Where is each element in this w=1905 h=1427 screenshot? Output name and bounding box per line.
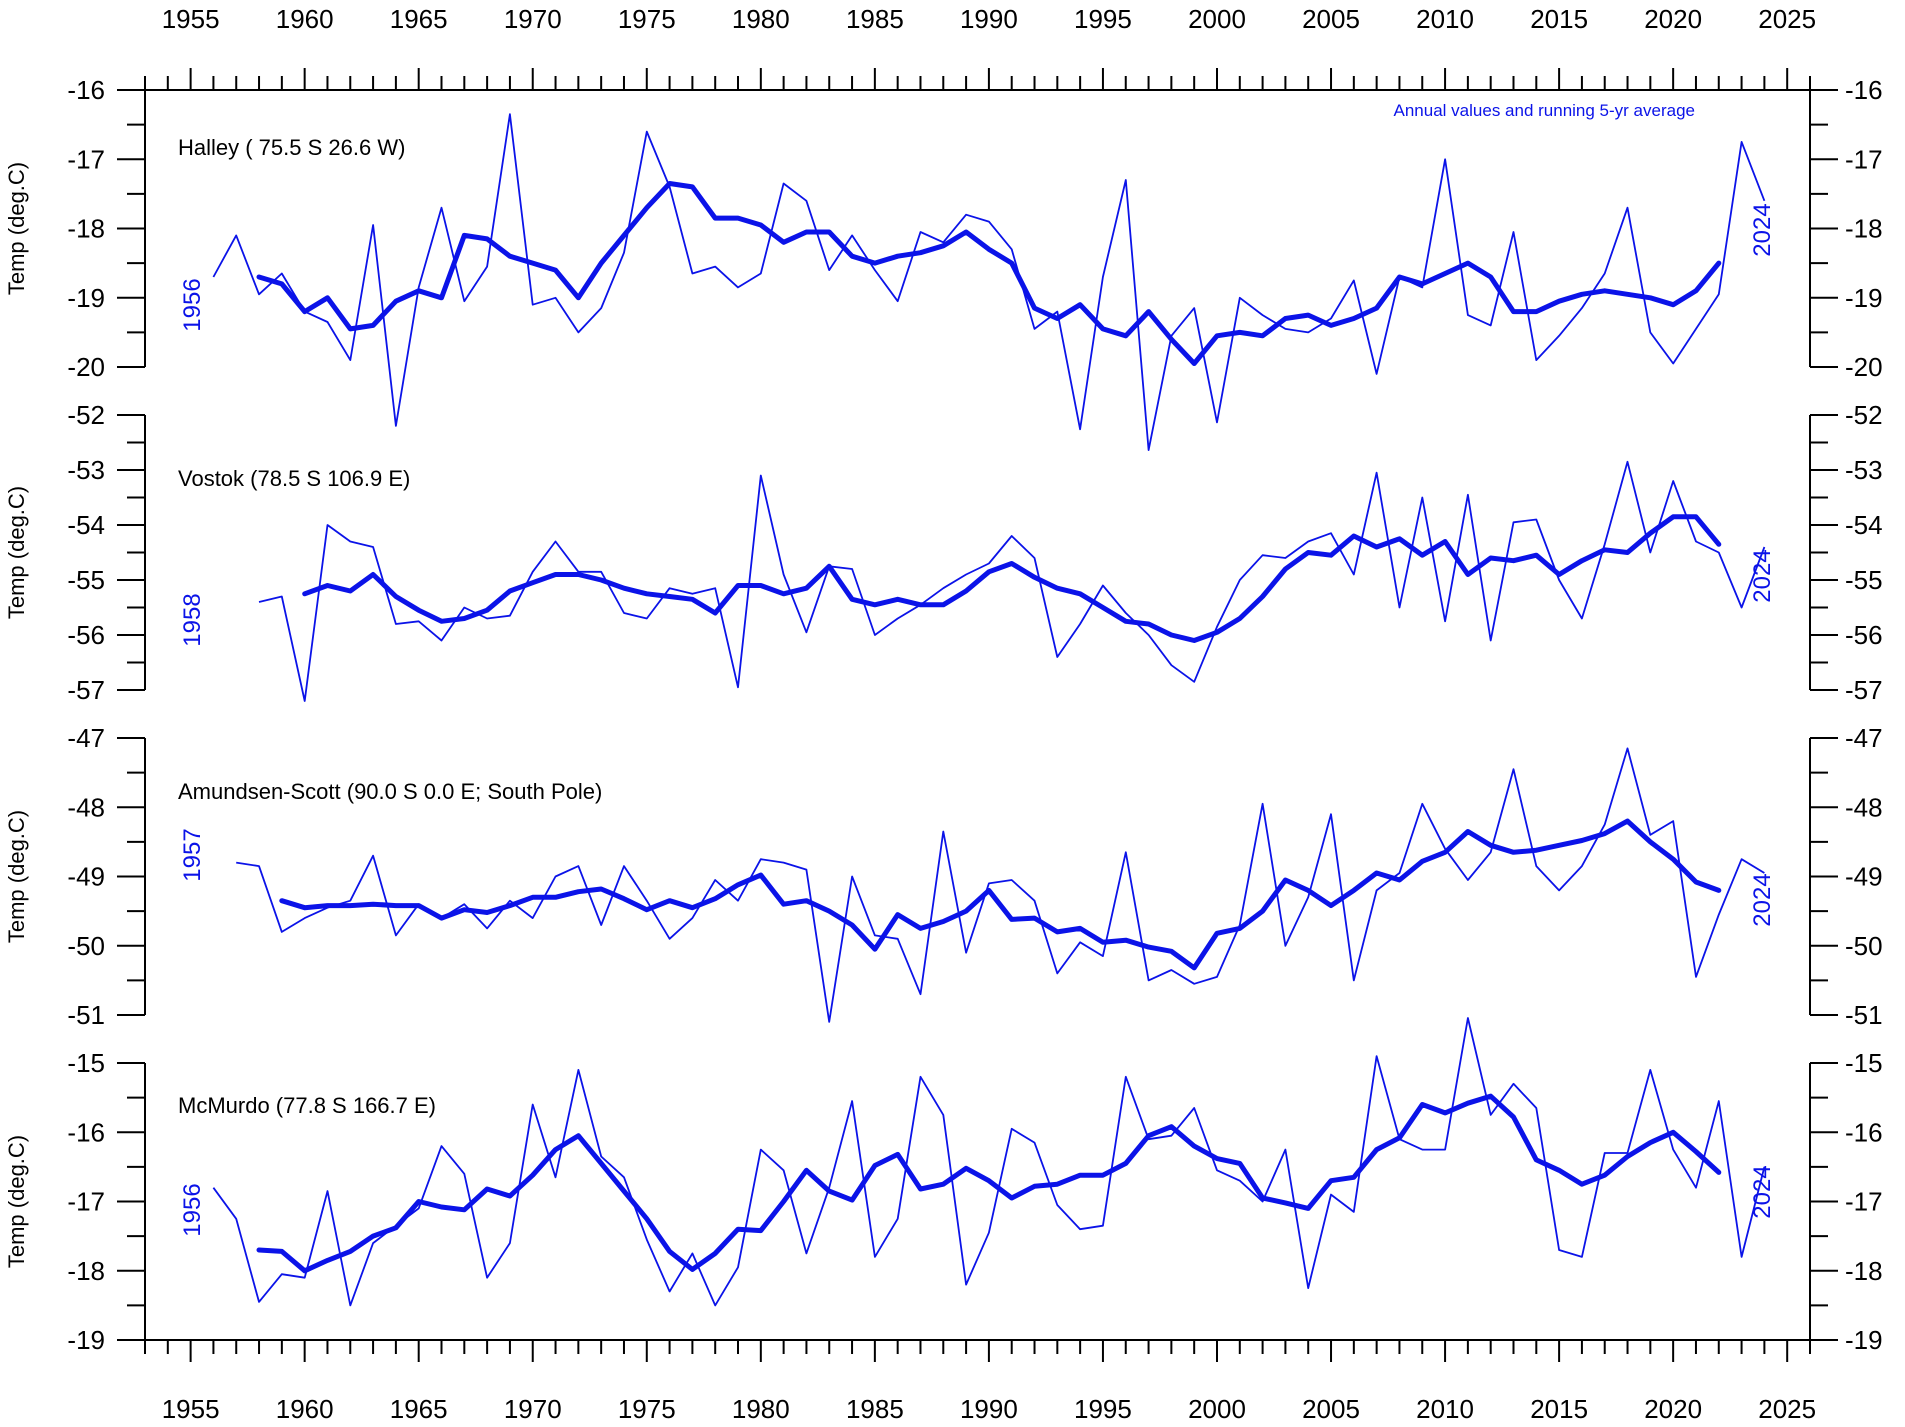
bottom-x-tick-label: 2020 <box>1644 1394 1702 1424</box>
top-x-tick-label: 1995 <box>1074 4 1132 34</box>
top-x-tick-label: 2010 <box>1416 4 1474 34</box>
right-y-tick-label: -53 <box>1845 455 1883 485</box>
bottom-x-tick-label: 2005 <box>1302 1394 1360 1424</box>
left-y-tick-label: -17 <box>67 144 105 174</box>
y-axis-label: Temp (deg.C) <box>4 162 29 295</box>
right-y-tick-label: -47 <box>1845 723 1883 753</box>
y-axis-label: Temp (deg.C) <box>4 486 29 619</box>
top-x-tick-label: 1960 <box>276 4 334 34</box>
left-y-tick-label: -49 <box>67 862 105 892</box>
bottom-x-tick-label: 1990 <box>960 1394 1018 1424</box>
start-year-label: 1956 <box>179 278 206 331</box>
left-y-tick-label: -17 <box>67 1187 105 1217</box>
left-y-tick-label: -19 <box>67 283 105 313</box>
right-y-tick-label: -18 <box>1845 214 1883 244</box>
station-name: McMurdo (77.8 S 166.7 E) <box>178 1093 436 1118</box>
right-y-tick-label: -57 <box>1845 675 1883 705</box>
annual-series-line <box>212 113 1766 452</box>
station-name: Amundsen-Scott (90.0 S 0.0 E; South Pole… <box>178 779 602 804</box>
top-x-tick-label: 1985 <box>846 4 904 34</box>
left-y-tick-label: -16 <box>67 75 105 105</box>
right-y-tick-label: -17 <box>1845 144 1883 174</box>
top-x-tick-label: 1955 <box>162 4 220 34</box>
end-year-label: 2024 <box>1749 873 1776 926</box>
top-x-tick-label: 1975 <box>618 4 676 34</box>
bottom-x-tick-label: 1975 <box>618 1394 676 1424</box>
right-y-tick-label: -16 <box>1845 1117 1883 1147</box>
right-y-tick-label: -20 <box>1845 352 1883 382</box>
chart-caption: Annual values and running 5-yr average <box>1394 101 1695 120</box>
left-y-tick-label: -55 <box>67 565 105 595</box>
annual-series-line <box>258 460 1766 702</box>
top-x-tick-label: 2005 <box>1302 4 1360 34</box>
y-axis-label: Temp (deg.C) <box>4 810 29 943</box>
y-axis-label: Temp (deg.C) <box>4 1135 29 1268</box>
left-y-tick-label: -54 <box>67 510 105 540</box>
right-y-tick-label: -17 <box>1845 1187 1883 1217</box>
top-x-tick-label: 2000 <box>1188 4 1246 34</box>
bottom-x-tick-label: 1985 <box>846 1394 904 1424</box>
left-y-tick-label: -52 <box>67 400 105 430</box>
right-y-tick-label: -54 <box>1845 510 1883 540</box>
top-x-tick-label: 1980 <box>732 4 790 34</box>
right-y-tick-label: -51 <box>1845 1000 1883 1030</box>
running-5yr-average-line <box>279 818 1722 971</box>
annual-series-line <box>212 1017 1766 1307</box>
annual-series-line <box>236 747 1765 1023</box>
right-y-tick-label: -52 <box>1845 400 1883 430</box>
right-y-tick-label: -19 <box>1845 283 1883 313</box>
top-x-tick-label: 1965 <box>390 4 448 34</box>
right-y-tick-label: -48 <box>1845 792 1883 822</box>
left-y-tick-label: -16 <box>67 1117 105 1147</box>
bottom-x-tick-label: 2010 <box>1416 1394 1474 1424</box>
left-y-tick-label: -56 <box>67 620 105 650</box>
bottom-x-tick-label: 2000 <box>1188 1394 1246 1424</box>
left-y-tick-label: -48 <box>67 792 105 822</box>
top-x-tick-label: 1970 <box>504 4 562 34</box>
right-y-tick-label: -49 <box>1845 862 1883 892</box>
station-name: Halley ( 75.5 S 26.6 W) <box>178 135 405 160</box>
right-y-tick-label: -16 <box>1845 75 1883 105</box>
left-y-tick-label: -19 <box>67 1325 105 1355</box>
bottom-x-tick-label: 1960 <box>276 1394 334 1424</box>
top-x-tick-label: 1990 <box>960 4 1018 34</box>
bottom-x-tick-label: 1980 <box>732 1394 790 1424</box>
left-y-tick-label: -51 <box>67 1000 105 1030</box>
right-y-tick-label: -50 <box>1845 931 1883 961</box>
bottom-x-tick-label: 2015 <box>1530 1394 1588 1424</box>
left-y-tick-label: -53 <box>67 455 105 485</box>
top-x-tick-label: 2015 <box>1530 4 1588 34</box>
left-y-tick-label: -15 <box>67 1048 105 1078</box>
start-year-label: 1958 <box>179 593 206 646</box>
bottom-x-tick-label: 1970 <box>504 1394 562 1424</box>
bottom-x-tick-label: 2025 <box>1758 1394 1816 1424</box>
left-y-tick-label: -18 <box>67 214 105 244</box>
end-year-label: 2024 <box>1749 203 1776 256</box>
start-year-label: 1957 <box>179 828 206 881</box>
bottom-x-tick-label: 1965 <box>390 1394 448 1424</box>
right-y-tick-label: -19 <box>1845 1325 1883 1355</box>
top-x-tick-label: 2020 <box>1644 4 1702 34</box>
top-x-tick-label: 2025 <box>1758 4 1816 34</box>
right-y-tick-label: -18 <box>1845 1256 1883 1286</box>
right-y-tick-label: -55 <box>1845 565 1883 595</box>
running-5yr-average-line <box>302 514 1722 643</box>
right-y-tick-label: -15 <box>1845 1048 1883 1078</box>
bottom-x-tick-label: 1955 <box>162 1394 220 1424</box>
running-5yr-average-line <box>256 1093 1722 1274</box>
left-y-tick-label: -47 <box>67 723 105 753</box>
left-y-tick-label: -18 <box>67 1256 105 1286</box>
left-y-tick-label: -20 <box>67 352 105 382</box>
left-y-tick-label: -57 <box>67 675 105 705</box>
right-y-tick-label: -56 <box>1845 620 1883 650</box>
running-5yr-average-line <box>256 181 1722 366</box>
bottom-x-tick-label: 1995 <box>1074 1394 1132 1424</box>
station-name: Vostok (78.5 S 106.9 E) <box>178 466 410 491</box>
left-y-tick-label: -50 <box>67 931 105 961</box>
start-year-label: 1956 <box>179 1183 206 1236</box>
